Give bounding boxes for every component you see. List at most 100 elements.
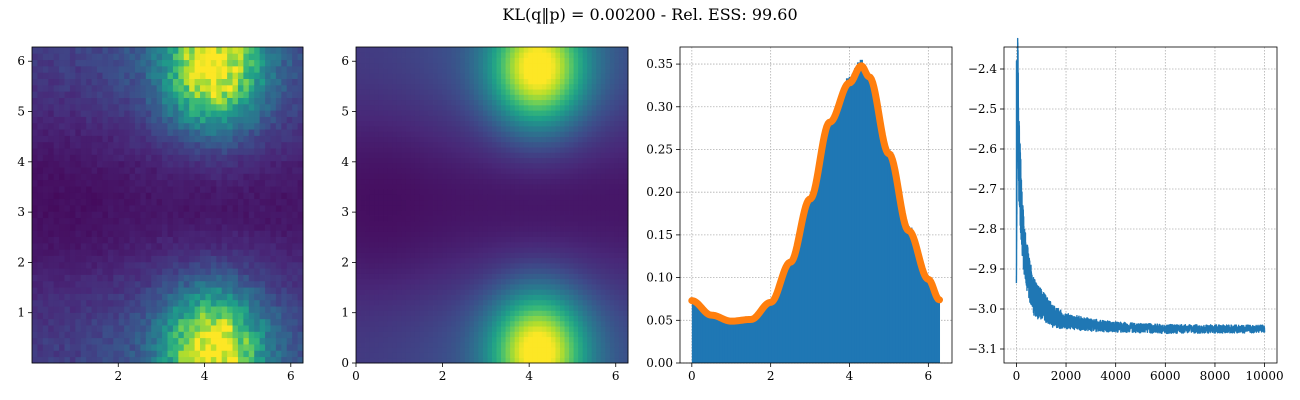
- heatmap-cell: [270, 242, 277, 250]
- heatmap-cell: [451, 336, 457, 343]
- heatmap-cell: [414, 141, 420, 148]
- heatmap-cell: [286, 47, 293, 54]
- heatmap-cell: [69, 261, 76, 269]
- heatmap-cell: [387, 168, 393, 174]
- heatmap-cell: [537, 189, 543, 195]
- heatmap-cell: [496, 284, 502, 290]
- heatmap-cell: [396, 310, 402, 316]
- heatmap-cell: [162, 325, 168, 332]
- heatmap-cell: [537, 210, 543, 216]
- heatmap-cell: [48, 65, 55, 73]
- heatmap-cell: [428, 178, 434, 185]
- x-tick-label: 4: [201, 369, 209, 383]
- heatmap-cell: [102, 53, 109, 61]
- heatmap-cell: [487, 268, 493, 274]
- heatmap-cell: [487, 173, 493, 180]
- heatmap-cell: [528, 189, 534, 195]
- heatmap-cell: [194, 84, 201, 92]
- heatmap-cell: [145, 91, 152, 98]
- heatmap-cell: [124, 129, 130, 136]
- heatmap-cell: [69, 173, 76, 181]
- x-tick-label: 6: [287, 369, 295, 383]
- heatmap-cell: [48, 306, 55, 313]
- heatmap-cell: [455, 199, 461, 206]
- heatmap-cell: [374, 341, 380, 348]
- heatmap-cell: [172, 72, 179, 79]
- heatmap-cell: [496, 252, 502, 259]
- heatmap-cell: [460, 289, 466, 295]
- heatmap-cell: [113, 205, 120, 212]
- heatmap-cell: [356, 210, 361, 216]
- heatmap-cell: [532, 247, 538, 253]
- heatmap-cell: [107, 135, 114, 143]
- heatmap-cell: [194, 167, 201, 174]
- heatmap-cell: [205, 255, 212, 263]
- heatmap-cell: [523, 199, 529, 206]
- heatmap-cell: [32, 116, 38, 124]
- heatmap-cell: [243, 280, 250, 288]
- heatmap-cell: [151, 223, 158, 231]
- heatmap-cell: [360, 268, 366, 274]
- heatmap-cell: [455, 147, 461, 153]
- heatmap-cell: [392, 294, 398, 301]
- heatmap-cell: [145, 299, 152, 307]
- heatmap-cell: [292, 154, 298, 162]
- heatmap-cell: [528, 278, 534, 285]
- heatmap-cell: [401, 73, 407, 79]
- heatmap-cell: [75, 261, 82, 269]
- heatmap-cell: [396, 294, 402, 301]
- heatmap-cell: [510, 152, 516, 158]
- heatmap-cell: [455, 136, 461, 143]
- heatmap-cell: [297, 97, 304, 105]
- heatmap-cell: [270, 97, 277, 105]
- heatmap-cell: [216, 84, 223, 92]
- heatmap-cell: [37, 249, 44, 256]
- heatmap-cell: [374, 183, 380, 190]
- heatmap-cell: [446, 62, 452, 69]
- heatmap-cell: [401, 210, 407, 216]
- heatmap-cell: [496, 52, 502, 58]
- heatmap-cell: [501, 68, 506, 74]
- heatmap-cell: [248, 148, 255, 155]
- heatmap-cell: [107, 255, 114, 263]
- heatmap-cell: [365, 52, 370, 58]
- heatmap-cell: [172, 160, 179, 168]
- heatmap-cell: [281, 110, 288, 117]
- heatmap-cell: [248, 47, 255, 54]
- heatmap-cell: [378, 152, 384, 158]
- heatmap-cell: [80, 154, 87, 162]
- heatmap-cell: [446, 341, 452, 348]
- heatmap-cell: [392, 289, 398, 295]
- heatmap-cell: [405, 120, 411, 127]
- heatmap-cell: [37, 223, 44, 231]
- heatmap-cell: [455, 73, 461, 79]
- heatmap-cell: [505, 57, 511, 64]
- heatmap-cell: [275, 280, 282, 288]
- heatmap-cell: [383, 320, 389, 327]
- heatmap-cell: [442, 215, 448, 222]
- heatmap-cell: [442, 231, 448, 237]
- heatmap-cell: [505, 147, 511, 153]
- heatmap-cell: [383, 262, 389, 269]
- heatmap-cell: [156, 78, 163, 86]
- heatmap-cell: [59, 198, 65, 206]
- heatmap-cell: [519, 326, 525, 332]
- heatmap-cell: [210, 160, 217, 168]
- heatmap-cell: [401, 120, 407, 127]
- heatmap-cell: [505, 241, 511, 248]
- heatmap-cell: [519, 305, 525, 311]
- heatmap-cell: [248, 192, 255, 200]
- heatmap-cell: [419, 289, 425, 295]
- heatmap-cell: [91, 154, 98, 162]
- heatmap-cell: [259, 47, 266, 54]
- heatmap-cell: [145, 72, 152, 79]
- heatmap-cell: [37, 167, 44, 174]
- heatmap-cell: [107, 318, 114, 326]
- heatmap-cell: [528, 120, 534, 127]
- heatmap-cell: [37, 255, 44, 263]
- heatmap-cell: [451, 320, 457, 327]
- heatmap-cell: [501, 110, 506, 116]
- heatmap-cell: [237, 312, 244, 320]
- heatmap-cell: [37, 344, 44, 351]
- heatmap-cell: [383, 273, 389, 280]
